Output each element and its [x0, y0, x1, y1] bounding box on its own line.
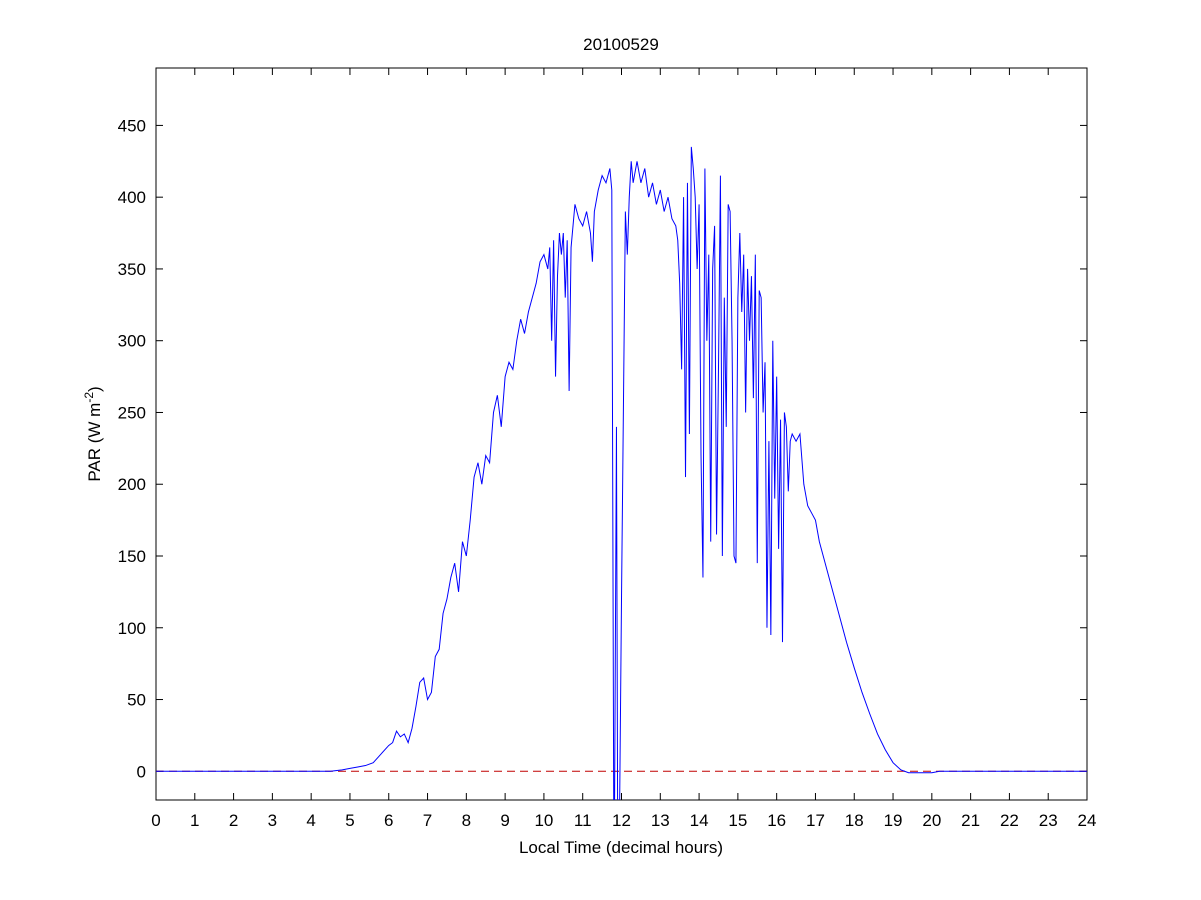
y-tick-label: 450	[118, 116, 146, 135]
y-tick-label: 350	[118, 260, 146, 279]
x-tick-label: 16	[767, 811, 786, 830]
y-axis-label: PAR (W m-2)	[82, 386, 104, 481]
x-tick-label: 19	[884, 811, 903, 830]
x-tick-label: 10	[534, 811, 553, 830]
x-tick-label: 3	[268, 811, 277, 830]
x-axis-label: Local Time (decimal hours)	[519, 838, 723, 857]
x-tick-label: 20	[922, 811, 941, 830]
x-tick-label: 5	[345, 811, 354, 830]
x-tick-label: 21	[961, 811, 980, 830]
x-tick-label: 22	[1000, 811, 1019, 830]
x-tick-label: 12	[612, 811, 631, 830]
x-tick-label: 15	[728, 811, 747, 830]
y-tick-label: 250	[118, 403, 146, 422]
x-tick-label: 18	[845, 811, 864, 830]
x-tick-label: 7	[423, 811, 432, 830]
y-tick-label: 150	[118, 547, 146, 566]
x-tick-label: 2	[229, 811, 238, 830]
y-tick-label: 300	[118, 332, 146, 351]
x-tick-label: 9	[500, 811, 509, 830]
x-tick-label: 11	[574, 811, 592, 830]
y-tick-label: 200	[118, 475, 146, 494]
y-tick-label: 50	[127, 691, 146, 710]
x-tick-label: 13	[651, 811, 670, 830]
y-axis-label-end: )	[85, 386, 104, 392]
y-axis-label-text: PAR (W m	[85, 403, 104, 482]
x-tick-label: 17	[806, 811, 825, 830]
x-tick-label: 8	[462, 811, 471, 830]
x-tick-label: 14	[690, 811, 709, 830]
x-tick-label: 24	[1078, 811, 1097, 830]
y-tick-label: 0	[137, 762, 146, 781]
x-tick-label: 1	[190, 811, 199, 830]
y-axis-label-sup: -2	[82, 392, 96, 403]
y-tick-label: 400	[118, 188, 146, 207]
x-tick-label: 6	[384, 811, 393, 830]
plot-area	[155, 67, 1088, 801]
chart-title: 20100529	[583, 35, 659, 54]
y-tick-label: 100	[118, 619, 146, 638]
x-tick-label: 0	[151, 811, 160, 830]
data-line	[156, 146, 1087, 800]
x-tick-label: 4	[306, 811, 315, 830]
x-tick-label: 23	[1039, 811, 1058, 830]
